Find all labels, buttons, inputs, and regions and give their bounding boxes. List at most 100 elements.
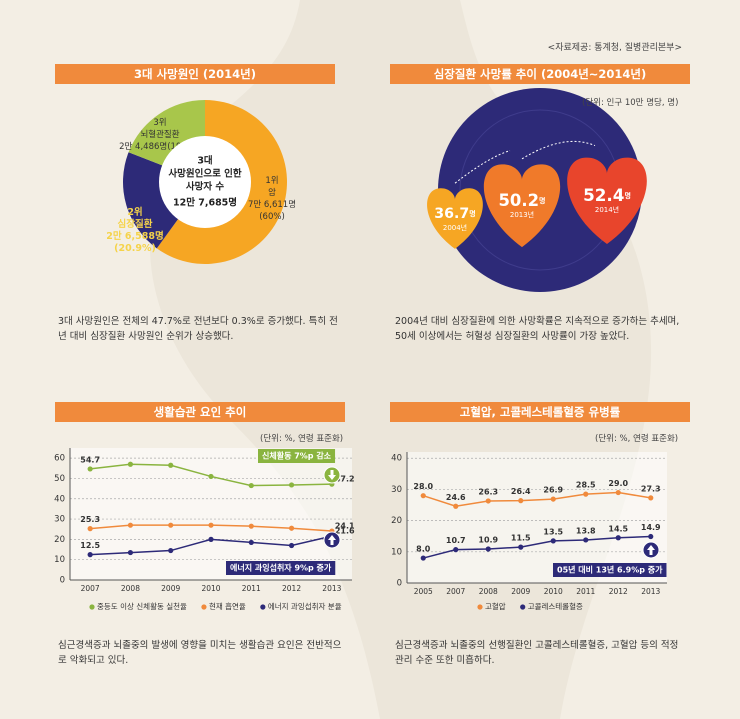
data-point [648,533,654,540]
data-label: 27.3 [641,484,661,493]
data-point [248,539,254,546]
data-label: 11.5 [511,534,531,543]
legend-label: 중등도 이상 신체활동 실천율 [97,601,187,611]
x-tick-label: 2007 [446,587,465,596]
annotation-box [553,563,667,577]
trend-arrow [521,140,596,160]
annotation-text: 신체활동 7%p 감소 [262,451,332,461]
data-point [550,538,556,544]
slice-label-line: 뇌혈관질환 [140,129,179,140]
data-point [615,489,621,496]
data-point [87,526,93,532]
data-point [518,498,524,504]
annotation-arrow [328,470,336,480]
heart-year: 2014년 [595,205,619,214]
x-tick-label: 2012 [282,584,301,593]
y-tick-label: 10 [54,555,65,565]
data-label: 26.3 [478,487,498,496]
data-label: 54.7 [80,455,100,464]
data-point [127,549,134,556]
data-label: 21.6 [335,527,355,536]
unit-label: (단위: %, 연령 표준화) [595,434,679,444]
data-label: 47.2 [335,475,355,484]
heart-year: 2013년 [510,210,534,219]
center-label: 사망원인으로 인한 [168,168,241,180]
value: 50.2 [499,191,540,210]
data-label: 12.5 [80,541,100,550]
center-label: 사망자 수 [186,181,225,193]
data-point [208,522,214,528]
legend-label: 에너지 과잉섭취자 분율 [268,601,342,611]
data-label: 25.3 [80,515,100,524]
x-tick-label: 2012 [609,587,628,596]
data-point [248,523,254,529]
legend-marker [477,604,483,610]
legend-marker [520,604,526,610]
y-tick-label: 20 [391,516,402,526]
data-point [550,496,556,502]
series-line [423,491,651,508]
caption: 심근경색증과 뇌졸중의 선행질환인 고콜레스테롤혈증, 고혈압 등의 적정 관리… [395,640,679,666]
heart [483,164,561,248]
legend-marker [260,604,266,610]
data-point [87,552,93,558]
data-label: 24.6 [446,493,466,502]
data-label: 13.8 [576,526,596,535]
heart [427,188,483,249]
legend-marker [89,604,95,610]
legend-label: 고혈압 [485,601,506,611]
slice-label: 1위 암 7만 6,611명 (60%) [248,176,296,222]
data-point [485,498,491,504]
x-tick-label: 2011 [576,587,595,596]
data-point [127,522,134,528]
heart-value: 50.2명 [499,191,546,210]
value: 52.4 [583,185,624,205]
y-tick-label: 0 [397,579,402,589]
value-suffix: 명 [469,209,475,218]
slice-label-line: 암 [268,187,276,198]
plot-area [407,452,667,583]
plot-area [70,448,352,580]
data-point [648,495,654,501]
data-point [420,555,426,561]
y-tick-label: 50 [54,474,65,484]
data-point [485,546,491,552]
data-label: 10.7 [446,536,466,545]
annotation-box [258,449,336,463]
data-label: 29.0 [608,479,628,488]
x-tick-label: 2008 [479,587,498,596]
y-tick-label: 20 [54,535,65,545]
panel-title: 생활습관 요인 추이 [55,402,345,422]
data-point [208,536,214,542]
data-label: 14.9 [641,523,661,532]
center-label: 3대 [197,155,212,167]
data-label: 24.1 [335,522,355,531]
data-point [168,547,174,554]
data-point [208,473,214,480]
y-tick-label: 30 [54,515,65,525]
data-label: 28.5 [576,481,596,490]
x-tick-label: 2005 [414,587,433,596]
data-label: 26.9 [543,486,563,495]
data-label: 8.0 [416,545,431,554]
data-point [583,537,589,543]
x-tick-label: 2009 [161,584,180,593]
x-tick-label: 2010 [201,584,220,593]
slice-label-line: 1위 [265,176,278,186]
data-label: 13.5 [543,527,563,536]
y-tick-label: 10 [391,547,402,557]
slice-label-line: 2만 6,588명 [106,230,163,242]
data-point [168,522,174,528]
data-point [288,542,295,549]
data-label: 26.4 [511,487,531,496]
legend-label: 현재 흡연율 [209,601,246,611]
y-tick-label: 40 [54,494,65,504]
pie-hole [159,136,251,228]
source: <자료제공: 통계청, 질병관리본부> [547,43,682,53]
annotation-arrow [328,535,336,545]
slice-label-line: 2만 4,486명 [119,141,167,152]
slice-label-line: 3위 [153,118,166,128]
caption: 3대 사망원인은 전체의 47.7%로 전년보다 0.3%로 증가했다. 특히 … [58,316,338,342]
